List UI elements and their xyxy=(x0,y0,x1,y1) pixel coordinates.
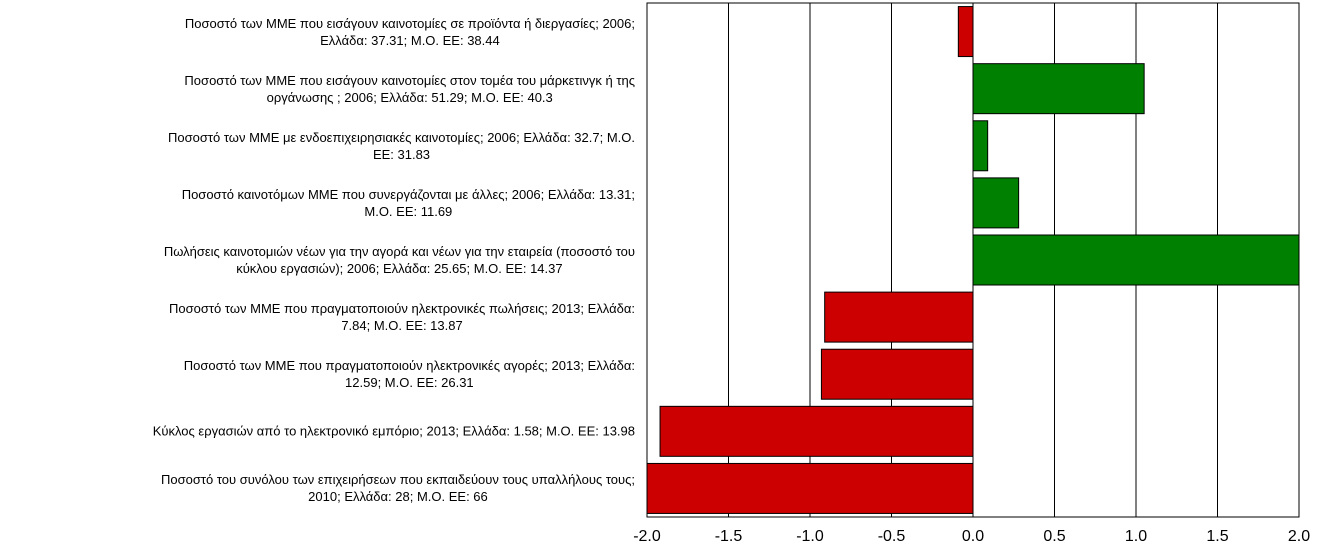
category-label: Πωλήσεις καινοτομιών νέων για την αγορά … xyxy=(163,244,635,276)
bar xyxy=(957,6,974,58)
x-tick-label: -0.5 xyxy=(878,528,906,545)
bar xyxy=(824,291,974,343)
category-label: Ποσοστό των ΜΜΕ που εισάγουν καινοτομίες… xyxy=(184,15,635,48)
category-label: Ποσοστό των ΜΜΕ που πραγματοποιούν ηλεκτ… xyxy=(169,301,635,334)
x-tick-label: 2.0 xyxy=(1288,528,1310,545)
bar xyxy=(972,177,1020,229)
bar xyxy=(972,234,1300,286)
bar xyxy=(646,462,974,514)
bar xyxy=(820,348,974,400)
x-tick-label: 1.5 xyxy=(1206,528,1228,545)
x-tick-label: 1.0 xyxy=(1125,528,1147,545)
bar xyxy=(972,63,1145,115)
category-label: Ποσοστό καινοτόμων ΜΜΕ που συνεργάζονται… xyxy=(181,186,635,219)
category-label: Ποσοστό των ΜΜΕ με ενδοεπιχειρησιακές κα… xyxy=(167,129,635,162)
x-tick-label: 0.0 xyxy=(962,528,984,545)
category-label: Κύκλος εργασιών από το ηλεκτρονικό εμπόρ… xyxy=(152,423,635,439)
bar xyxy=(659,405,974,457)
category-label: Ποσοστό του συνόλου των επιχειρήσεων που… xyxy=(160,472,635,505)
x-tick-label: -1.5 xyxy=(715,528,743,545)
x-tick-label: -1.0 xyxy=(796,528,824,545)
category-label: Ποσοστό των ΜΜΕ που εισάγουν καινοτομίες… xyxy=(184,72,635,105)
bar xyxy=(972,120,989,172)
x-tick-label: -2.0 xyxy=(633,528,661,545)
x-tick-label: 0.5 xyxy=(1043,528,1065,545)
category-label: Ποσοστό των ΜΜΕ που πραγματοποιούν ηλεκτ… xyxy=(183,358,635,391)
